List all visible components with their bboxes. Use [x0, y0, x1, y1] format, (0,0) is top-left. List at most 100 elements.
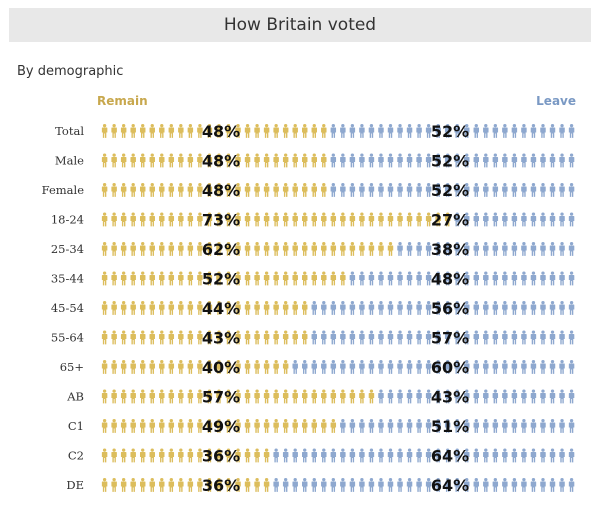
remain-value-label: 44%	[202, 299, 240, 318]
leave-person-icon	[397, 242, 403, 256]
leave-person-icon	[359, 124, 365, 138]
remain-person-icon	[244, 153, 251, 168]
leave-person-icon	[397, 419, 403, 433]
leave-person-icon	[492, 448, 499, 463]
leave-person-icon	[397, 271, 403, 286]
remain-person-icon	[340, 242, 346, 256]
chart-subtitle: By demographic	[17, 64, 124, 79]
remain-person-icon	[254, 301, 260, 315]
remain-person-icon	[311, 271, 317, 286]
remain-person-icon	[282, 301, 289, 315]
remain-person-icon	[244, 242, 251, 256]
chart-row: Total 48% 52%	[55, 122, 575, 141]
leave-person-icon	[473, 389, 480, 404]
remain-person-icon	[168, 212, 175, 227]
remain-person-icon	[187, 124, 194, 138]
leave-person-icon	[473, 360, 480, 374]
leave-person-icon	[530, 271, 537, 286]
chart-row: 65+ 40% 60%	[60, 358, 575, 377]
leave-person-icon	[330, 478, 337, 492]
leave-person-icon	[368, 448, 375, 463]
remain-person-icon	[273, 330, 279, 345]
remain-person-icon	[244, 212, 251, 227]
remain-person-icon	[292, 271, 298, 286]
leave-person-icon	[511, 389, 518, 404]
remain-person-icon	[111, 360, 117, 374]
leave-person-icon	[483, 478, 489, 492]
remain-person-icon	[378, 242, 384, 256]
leave-person-icon	[492, 124, 499, 138]
leave-person-icon	[387, 360, 394, 374]
leave-person-icon	[492, 419, 499, 433]
leave-person-icon	[549, 478, 556, 492]
remain-person-icon	[149, 478, 155, 492]
leave-person-icon	[416, 153, 422, 168]
leave-person-icon	[483, 330, 489, 345]
leave-person-icon	[368, 271, 375, 286]
remain-person-icon	[149, 124, 155, 138]
leave-person-icon	[387, 448, 394, 463]
leave-person-icon	[387, 153, 394, 168]
remain-person-icon	[120, 301, 127, 315]
remain-person-icon	[311, 153, 317, 168]
leave-person-icon	[359, 183, 365, 197]
leave-person-icon	[397, 360, 403, 374]
remain-person-icon	[130, 124, 136, 138]
leave-person-icon	[397, 389, 403, 404]
remain-person-icon	[359, 389, 365, 404]
remain-person-icon	[168, 478, 175, 492]
leave-person-icon	[568, 301, 575, 315]
remain-person-icon	[263, 389, 270, 404]
remain-person-icon	[187, 183, 194, 197]
remain-person-icon	[244, 330, 251, 345]
row-label: C2	[68, 449, 84, 463]
remain-person-icon	[120, 183, 127, 197]
leave-person-icon	[540, 242, 546, 256]
remain-person-icon	[273, 212, 279, 227]
leave-person-icon	[282, 448, 289, 463]
row-label: 18-24	[51, 213, 84, 227]
leave-person-icon	[387, 301, 394, 315]
remain-person-icon	[263, 301, 270, 315]
leave-person-icon	[473, 330, 480, 345]
remain-person-icon	[321, 183, 327, 197]
remain-person-icon	[168, 330, 175, 345]
remain-person-icon	[263, 124, 270, 138]
leave-person-icon	[540, 124, 546, 138]
remain-person-icon	[159, 330, 165, 345]
leave-person-icon	[349, 448, 356, 463]
remain-person-icon	[292, 124, 298, 138]
remain-person-icon	[263, 183, 270, 197]
remain-person-icon	[187, 242, 194, 256]
remain-person-icon	[111, 389, 117, 404]
leave-person-icon	[559, 183, 565, 197]
leave-person-icon	[568, 478, 575, 492]
remain-person-icon	[330, 389, 337, 404]
remain-person-icon	[301, 330, 308, 345]
remain-person-icon	[139, 330, 146, 345]
leave-person-icon	[483, 212, 489, 227]
leave-person-icon	[540, 212, 546, 227]
leave-person-icon	[530, 448, 537, 463]
legend-remain: Remain	[97, 94, 148, 108]
remain-person-icon	[321, 153, 327, 168]
legend-leave: Leave	[536, 94, 576, 108]
remain-person-icon	[139, 212, 146, 227]
leave-person-icon	[416, 124, 422, 138]
remain-person-icon	[159, 242, 165, 256]
remain-person-icon	[254, 389, 260, 404]
remain-person-icon	[130, 212, 136, 227]
remain-person-icon	[139, 419, 146, 433]
leave-person-icon	[416, 271, 422, 286]
remain-person-icon	[101, 330, 108, 345]
leave-person-icon	[416, 242, 422, 256]
remain-person-icon	[244, 389, 251, 404]
leave-person-icon	[473, 301, 480, 315]
leave-person-icon	[511, 242, 518, 256]
leave-person-icon	[502, 212, 508, 227]
leave-person-icon	[301, 448, 308, 463]
leave-person-icon	[559, 389, 565, 404]
remain-person-icon	[130, 419, 136, 433]
remain-person-icon	[139, 360, 146, 374]
leave-person-icon	[540, 183, 546, 197]
